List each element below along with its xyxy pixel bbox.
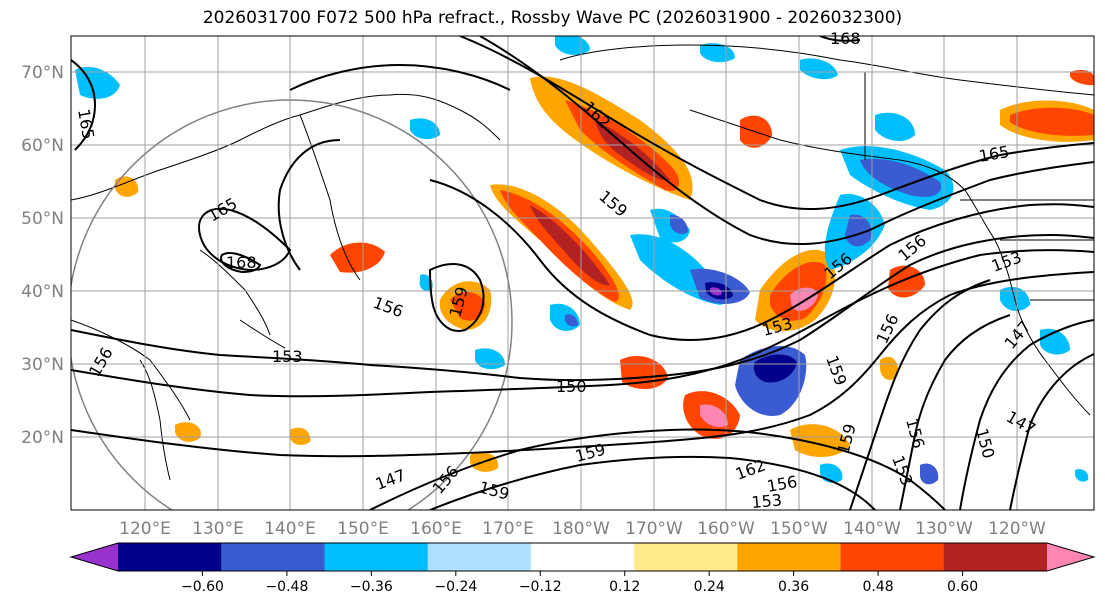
lat-label-70n: 70°N	[21, 63, 64, 83]
longitude-labels: 120°E 130°E 140°E 150°E 160°E 170°E 180°…	[119, 519, 1046, 539]
colorbar-box-3	[427, 543, 532, 571]
lon-label-160e: 160°E	[410, 519, 462, 539]
contour-label-168-west: 168	[226, 253, 257, 272]
contour-label-150-central: 150	[556, 377, 587, 396]
colorbar-tick-label: −0.60	[181, 579, 224, 595]
colorbar-tick-label: 0.12	[609, 579, 640, 595]
lon-label-120e: 120°E	[119, 519, 171, 539]
lon-label-150w: 150°W	[770, 519, 828, 539]
colorbar-box-7	[840, 543, 945, 571]
lon-label-130e: 130°E	[192, 519, 244, 539]
colorbar-tick-label: 0.24	[694, 579, 725, 595]
colorbar-box-1	[221, 543, 325, 571]
lat-label-20n: 20°N	[21, 428, 64, 448]
map-frame	[70, 35, 1095, 511]
latitude-labels: 70°N 60°N 50°N 40°N 30°N 20°N	[21, 63, 64, 448]
colorbar: −0.60 −0.48 −0.36 −0.24 −0.12 0.12 0.24 …	[69, 542, 1096, 595]
colorbar-tick-label: −0.24	[434, 579, 477, 595]
colorbar-tick-label: −0.48	[265, 579, 308, 595]
colorbar-box-0	[118, 543, 222, 571]
lat-label-60n: 60°N	[21, 136, 64, 156]
rossby-wave-circle	[71, 99, 513, 510]
colorbar-ticks	[201, 571, 964, 576]
height-contours	[71, 36, 1094, 510]
lon-label-160w: 160°W	[697, 519, 755, 539]
colorbar-box-6	[737, 543, 842, 571]
colorbar-tick-label: 0.36	[778, 579, 809, 595]
lon-label-120w: 120°W	[988, 519, 1046, 539]
lat-label-30n: 30°N	[21, 355, 64, 375]
colorbar-arrow-right	[1047, 543, 1094, 571]
colorbar-box-4	[530, 543, 635, 571]
negative-anomaly-subtropics	[735, 194, 885, 416]
contour-label-168-top: 168	[830, 29, 861, 48]
lon-label-130w: 130°W	[915, 519, 973, 539]
lon-label-180w: 180°W	[552, 519, 610, 539]
colorbar-box-8	[943, 543, 1048, 571]
contour-label-153-west: 153	[272, 347, 303, 366]
colorbar-outline	[69, 542, 1096, 572]
lon-label-170e: 170°E	[482, 519, 534, 539]
lon-label-150e: 150°E	[337, 519, 389, 539]
lon-label-140w: 140°W	[843, 519, 901, 539]
colorbar-tick-labels: −0.60 −0.48 −0.36 −0.24 −0.12 0.12 0.24 …	[181, 579, 978, 595]
lon-label-140e: 140°E	[264, 519, 316, 539]
map-title: 2026031700 F072 500 hPa refract., Rossby…	[202, 8, 903, 28]
lat-label-50n: 50°N	[21, 209, 64, 229]
colorbar-arrow-left	[71, 543, 118, 571]
lon-label-170w: 170°W	[625, 519, 683, 539]
colorbar-tick-label: 0.60	[947, 579, 978, 595]
negative-anomaly-gulf-alaska	[840, 112, 954, 210]
colorbar-box-5	[634, 543, 738, 571]
colorbar-tick-label: 0.48	[863, 579, 894, 595]
colorbar-tick-label: −0.36	[350, 579, 393, 595]
contour-label-153-southeast: 153	[751, 490, 783, 512]
lat-label-40n: 40°N	[21, 282, 64, 302]
colorbar-tick-label: −0.12	[519, 579, 562, 595]
colorbar-box-2	[324, 543, 429, 571]
map-plot-area: 168 165 162 159 165 168 165 156 159 153 …	[70, 29, 1095, 512]
